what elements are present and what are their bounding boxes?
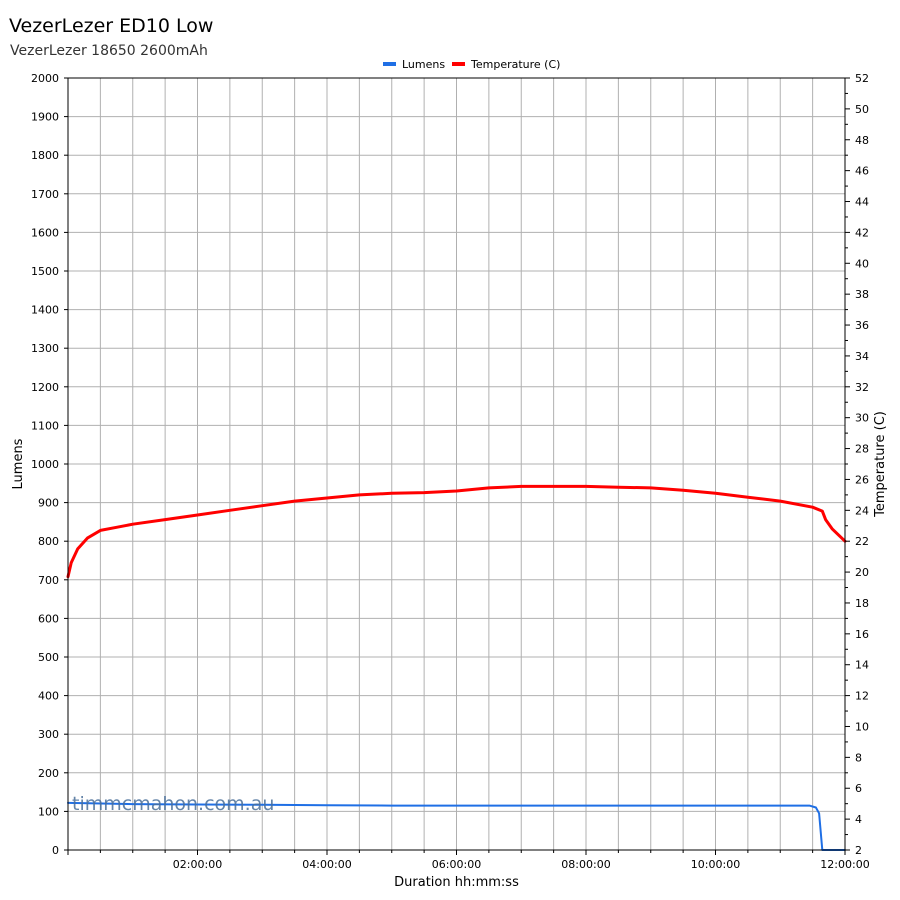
right-axis-tick-label: 10	[855, 720, 869, 733]
series-line-temperature	[66, 484, 847, 579]
x-axis-tick-label: 02:00:00	[173, 858, 222, 871]
right-axis-tick-label: 28	[855, 443, 869, 456]
right-axis-tick-label: 38	[855, 288, 869, 301]
grid	[68, 78, 845, 850]
right-axis-tick-label: 52	[855, 72, 869, 85]
right-axis-tick-label: 14	[855, 659, 869, 672]
right-axis-tick-label: 32	[855, 381, 869, 394]
right-axis-tick-label: 42	[855, 226, 869, 239]
right-axis-tick-label: 22	[855, 535, 869, 548]
chart-title: VezerLezer ED10 Low	[9, 15, 214, 37]
right-axis-tick-label: 2	[855, 844, 862, 857]
right-axis-tick-label: 34	[855, 350, 869, 363]
left-axis-tick-label: 200	[38, 767, 59, 780]
left-axis-tick-label: 1800	[31, 149, 59, 162]
left-axis-label: Lumens	[11, 438, 26, 489]
left-axis-tick-label: 900	[38, 497, 59, 510]
right-axis-tick-label: 20	[855, 566, 869, 579]
x-axis-tick-label: 10:00:00	[691, 858, 740, 871]
right-axis-tick-label: 12	[855, 690, 869, 703]
x-axis-tick-label: 04:00:00	[302, 858, 351, 871]
x-axis: 02:00:00 04:00:00 06:00:00 08:00:00 10:00:00…	[67, 850, 870, 871]
left-axis-tick-label: 300	[38, 728, 59, 741]
x-axis-tick-label: 06:00:00	[432, 858, 481, 871]
left-axis-tick-label: 1700	[31, 188, 59, 201]
x-axis-tick-label: 12:00:00	[820, 858, 869, 871]
right-axis-tick-label: 36	[855, 319, 869, 332]
left-axis-tick-label: 1300	[31, 342, 59, 355]
left-axis-tick-label: 2000	[31, 72, 59, 85]
left-axis-tick-label: 1500	[31, 265, 59, 278]
left-axis-tick-label: 400	[38, 690, 59, 703]
series-layer	[66, 484, 847, 851]
right-axis-tick-label: 8	[855, 751, 862, 764]
series-line-lumens	[67, 801, 846, 851]
right-axis-tick-label: 18	[855, 597, 869, 610]
left-axis-tick-label: 1000	[31, 458, 59, 471]
right-axis: 2468101214161820222426283032343638404244…	[845, 72, 869, 857]
left-axis-tick-label: 0	[52, 844, 59, 857]
right-axis-tick-label: 16	[855, 628, 869, 641]
right-axis-tick-label: 48	[855, 134, 869, 147]
chart-subtitle: VezerLezer 18650 2600mAh	[10, 43, 208, 59]
left-axis-tick-label: 1100	[31, 419, 59, 432]
right-axis-tick-label: 30	[855, 412, 869, 425]
right-axis-tick-label: 46	[855, 165, 869, 178]
left-axis: 0 100 200 300 400 500 600 700 800 900 1000 1100 1200…	[31, 72, 68, 857]
left-axis-tick-label: 500	[38, 651, 59, 664]
left-axis-tick-label: 1200	[31, 381, 59, 394]
right-axis-label: Temperature (C)	[873, 411, 888, 518]
left-axis-tick-label: 800	[38, 535, 59, 548]
legend: Lumens Temperature (C)	[383, 58, 560, 71]
right-axis-tick-label: 26	[855, 473, 869, 486]
left-axis-tick-label: 1400	[31, 304, 59, 317]
right-axis-tick-label: 4	[855, 813, 862, 826]
x-axis-label: Duration hh:mm:ss	[394, 875, 519, 890]
legend-label-temperature: Temperature (C)	[470, 58, 560, 71]
left-axis-tick-label: 700	[38, 574, 59, 587]
legend-label-lumens: Lumens	[402, 58, 445, 71]
right-axis-tick-label: 6	[855, 782, 862, 795]
left-axis-tick-label: 100	[38, 805, 59, 818]
right-axis-tick-label: 44	[855, 196, 869, 209]
left-axis-tick-label: 600	[38, 612, 59, 625]
right-axis-tick-label: 40	[855, 257, 869, 270]
left-axis-tick-label: 1600	[31, 226, 59, 239]
watermark: timmcmahon.com.au	[72, 793, 274, 815]
right-axis-tick-label: 50	[855, 103, 869, 116]
left-axis-tick-label: 1900	[31, 111, 59, 124]
x-axis-tick-label: 08:00:00	[561, 858, 610, 871]
right-axis-tick-label: 24	[855, 504, 869, 517]
